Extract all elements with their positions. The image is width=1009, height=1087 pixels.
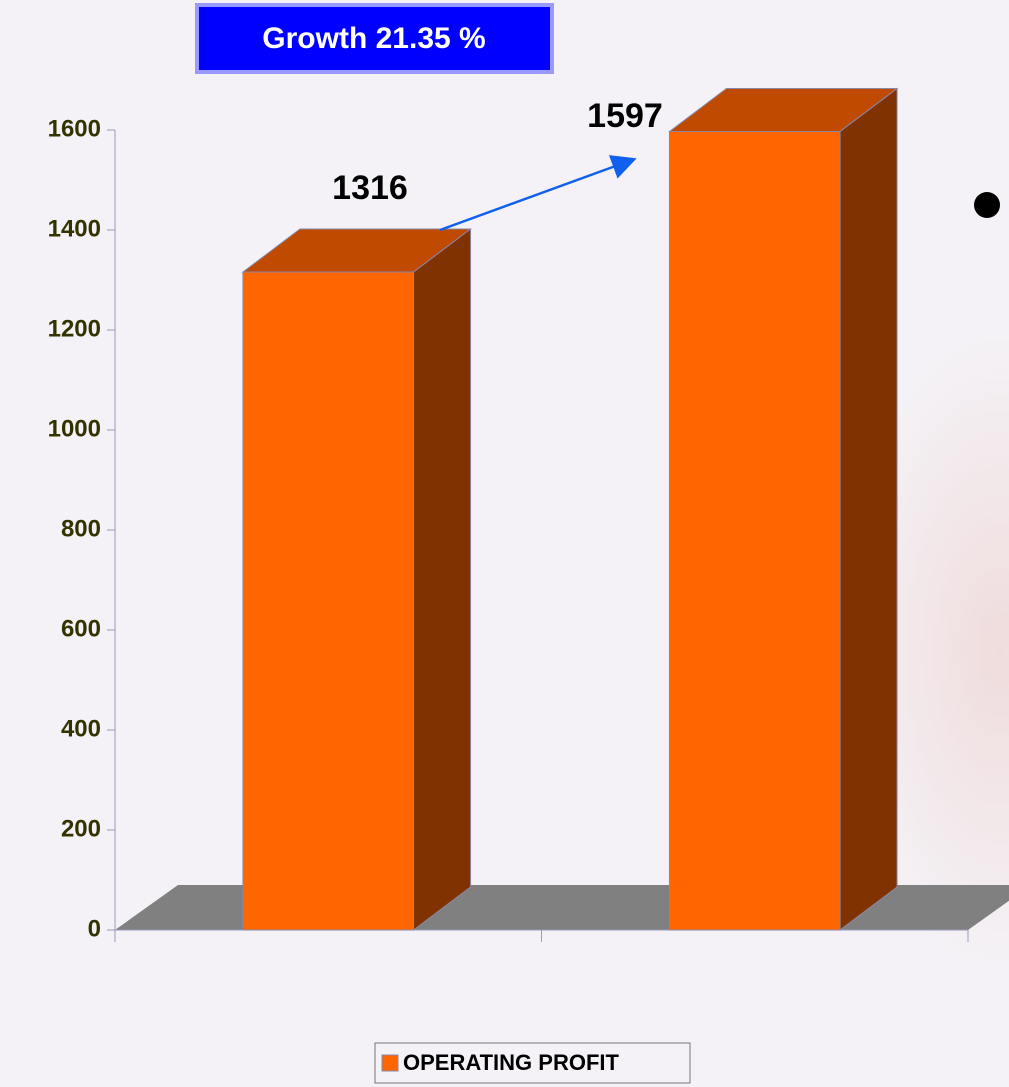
y-tick-label: 800	[61, 515, 101, 542]
y-tick-label: 1200	[48, 315, 101, 342]
data-label: 1316	[332, 169, 408, 207]
bar	[242, 271, 415, 931]
y-tick-label: 1400	[48, 215, 101, 242]
bullet	[974, 192, 1000, 218]
y-tick-label: 0	[88, 915, 101, 942]
growth-arrow	[439, 155, 637, 232]
legend-swatch	[381, 1054, 399, 1072]
bar-side	[839, 87, 898, 932]
bar	[668, 131, 841, 931]
y-tick-label: 400	[61, 715, 101, 742]
y-tick-label: 1000	[48, 415, 101, 442]
legend-label: OPERATING PROFIT	[403, 1050, 619, 1075]
y-tick-label: 600	[61, 615, 101, 642]
growth-label: Growth 21.35 %	[262, 22, 485, 55]
y-tick-label: 1600	[48, 115, 101, 142]
bar-side	[413, 227, 472, 932]
legend-box	[374, 1042, 691, 1084]
y-tick-label: 200	[61, 815, 101, 842]
growth-box	[195, 3, 554, 74]
data-label: 1597	[587, 97, 663, 135]
